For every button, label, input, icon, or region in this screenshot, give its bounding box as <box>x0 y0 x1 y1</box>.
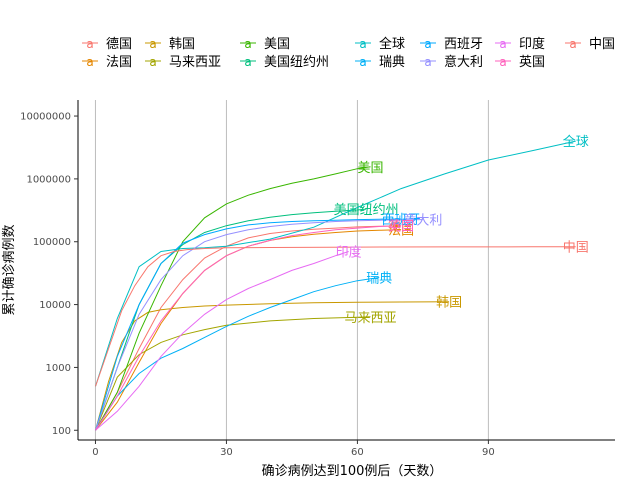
legend-item: a 法国 <box>82 55 132 70</box>
legend-label: 马来西亚 <box>169 55 221 70</box>
legend-key-glyph: a <box>359 55 366 69</box>
legend-key-glyph: a <box>244 55 251 69</box>
series-end-label: 西班牙 <box>382 213 421 228</box>
legend-key-glyph: a <box>499 37 506 51</box>
legend-label: 意大利 <box>444 54 483 70</box>
series-lines <box>95 140 576 431</box>
legend-item: a 瑞典 <box>355 55 405 70</box>
legend-key-glyph: a <box>499 55 506 69</box>
legend-item: a 印度 <box>495 36 545 52</box>
series-end-label: 中国 <box>563 241 589 256</box>
y-axis-title: 累计确诊病例数 <box>2 224 17 315</box>
legend-item: a 美国纽约州 <box>240 55 329 70</box>
series-end-label: 韩国 <box>436 296 462 311</box>
series-end-label: 意大利 <box>403 213 442 229</box>
series-end-label: 美国纽约州 <box>334 203 399 218</box>
legend-item: a 美国 <box>240 37 290 52</box>
x-tick-label: 0 <box>92 447 98 458</box>
x-tick-label: 90 <box>482 447 495 458</box>
y-tick-label: 1000000 <box>26 174 71 185</box>
legend-label: 瑞典 <box>379 55 405 70</box>
legend-key-glyph: a <box>149 37 156 51</box>
series-line-全球 <box>95 140 576 387</box>
x-tick-label: 60 <box>351 447 364 458</box>
legend-label: 西班牙 <box>444 37 483 52</box>
legend: a 德国 a 法国 a 韩国 a 马来西亚 a 美国 a 美国纽约州 a 全球 a 瑞典 a 西班牙 a 意大利 a 印度… <box>82 36 615 70</box>
series-end-label: 美国 <box>358 161 384 176</box>
legend-label: 法国 <box>106 55 132 70</box>
series-line-韩国 <box>95 301 450 431</box>
series-line-西班牙 <box>95 218 402 431</box>
legend-key-glyph: a <box>424 55 431 69</box>
series-line-意大利 <box>95 219 423 431</box>
series-line-瑞典 <box>95 277 380 431</box>
legend-label: 美国纽约州 <box>264 55 329 70</box>
legend-label: 中国 <box>589 37 615 52</box>
y-tick-label: 100000 <box>33 237 71 248</box>
axes: 0 30 60 90 100 1000 10000 100000 1000000 10000000 <box>20 100 615 458</box>
legend-label: 德国 <box>106 37 132 52</box>
legend-item: a 西班牙 <box>420 37 483 52</box>
legend-label: 英国 <box>519 55 545 70</box>
legend-item: a 中国 <box>565 37 615 52</box>
legend-item: a 全球 <box>355 36 405 52</box>
y-tick-label: 1000 <box>46 363 71 374</box>
legend-key-glyph: a <box>86 55 93 69</box>
series-line-马来西亚 <box>95 316 371 431</box>
series-line-中国 <box>95 246 576 387</box>
legend-item: a 韩国 <box>145 37 195 52</box>
y-tick-label: 10000000 <box>20 112 71 123</box>
legend-key-glyph: a <box>569 37 576 51</box>
legend-item: a 英国 <box>495 55 545 70</box>
series-line-英国 <box>95 225 402 431</box>
series-end-label: 印度 <box>336 244 362 260</box>
legend-key-glyph: a <box>86 37 93 51</box>
series-line-印度 <box>95 251 349 431</box>
grid <box>94 100 489 440</box>
series-end-label: 英国 <box>388 220 414 235</box>
legend-key-glyph: a <box>149 55 156 69</box>
series-end-label: 法国 <box>388 224 414 239</box>
legend-item: a 意大利 <box>420 54 483 70</box>
y-tick-label: 100 <box>52 426 71 437</box>
legend-label: 全球 <box>379 36 405 52</box>
legend-label: 印度 <box>519 36 545 52</box>
legend-label: 韩国 <box>169 37 195 52</box>
series-end-label: 马来西亚 <box>345 311 397 326</box>
y-tick-label: 10000 <box>39 300 71 311</box>
legend-key-glyph: a <box>244 37 251 51</box>
x-tick-label: 30 <box>220 447 233 458</box>
legend-item: a 马来西亚 <box>145 55 221 70</box>
legend-label: 美国 <box>264 37 290 52</box>
series-line-美国 <box>95 166 371 431</box>
series-end-label: 德国 <box>388 220 414 235</box>
series-end-label: 全球 <box>563 134 589 150</box>
legend-key-glyph: a <box>359 37 366 51</box>
x-axis-title: 确诊病例达到100例后（天数） <box>262 464 443 479</box>
legend-key-glyph: a <box>424 37 431 51</box>
series-end-label: 瑞典 <box>366 271 392 286</box>
series-line-德国 <box>95 225 402 431</box>
legend-item: a 德国 <box>82 37 132 52</box>
